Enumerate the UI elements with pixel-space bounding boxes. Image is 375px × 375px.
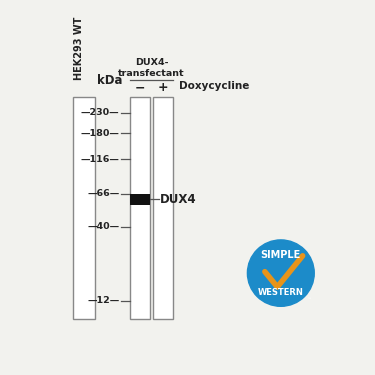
- Text: —66—: —66—: [87, 189, 120, 198]
- Circle shape: [248, 240, 314, 306]
- Text: kDa: kDa: [97, 74, 122, 87]
- Text: —116—: —116—: [81, 154, 120, 164]
- Text: —40—: —40—: [87, 222, 120, 231]
- Bar: [153, 97, 173, 320]
- Bar: [130, 97, 150, 320]
- Bar: [73, 97, 95, 320]
- Text: ™: ™: [306, 297, 310, 302]
- Text: −: −: [135, 81, 145, 94]
- Text: +: +: [158, 81, 168, 94]
- Text: —12—: —12—: [87, 296, 120, 305]
- Text: Doxycycline: Doxycycline: [179, 81, 249, 91]
- Text: DUX4-
transfectant: DUX4- transfectant: [118, 58, 185, 78]
- Text: —230—: —230—: [81, 108, 120, 117]
- Text: —180—: —180—: [81, 129, 120, 138]
- Text: DUX4: DUX4: [160, 193, 197, 206]
- Text: WESTERN: WESTERN: [258, 288, 304, 297]
- Text: SIMPLE: SIMPLE: [261, 250, 301, 260]
- Text: HEK293 WT: HEK293 WT: [74, 16, 84, 80]
- Bar: [130, 194, 150, 205]
